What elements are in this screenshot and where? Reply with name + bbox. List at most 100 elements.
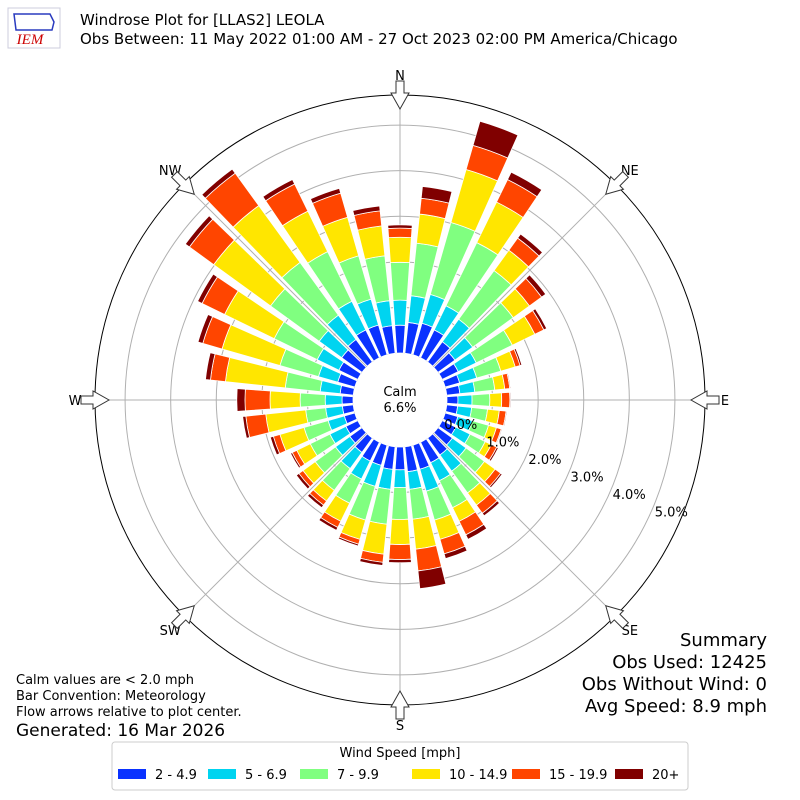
bar-segment	[184, 215, 214, 248]
bar-segment	[393, 469, 407, 488]
bar-segment	[443, 545, 468, 560]
flow-arrow	[170, 605, 195, 630]
bar-segment	[387, 227, 413, 239]
logo: IEM	[7, 7, 61, 49]
bar-segment	[472, 120, 519, 159]
bar-segment	[352, 205, 381, 217]
r-tick-label: 3.0%	[571, 470, 604, 485]
bar-segment	[309, 187, 342, 204]
compass-label: N	[395, 69, 405, 84]
bar-segment	[205, 352, 216, 381]
flow-arrow-shape	[390, 689, 410, 720]
bar-segment	[532, 308, 548, 331]
bar-segment	[506, 171, 543, 198]
bar-segment	[341, 395, 354, 405]
bar-segment	[197, 313, 214, 344]
bar-segment	[446, 395, 459, 405]
bar-segment	[471, 393, 491, 407]
grid-spoke	[183, 183, 368, 368]
chart-subtitle: Obs Between: 11 May 2022 01:00 AM - 27 O…	[80, 30, 678, 48]
bar-segment	[394, 446, 406, 471]
flow-arrow	[390, 80, 410, 111]
r-tick-label: 0.0%	[444, 418, 477, 433]
flow-arrow-shape	[390, 80, 410, 111]
chart-title: Windrose Plot for [LLAS2] LEOLA	[80, 11, 325, 29]
grid-spoke	[432, 183, 617, 368]
bar-segment	[387, 224, 413, 229]
grid-spoke	[183, 432, 368, 617]
bar-segment	[513, 347, 523, 367]
r-tick-label: 2.0%	[528, 453, 561, 468]
bar-segment	[337, 536, 360, 547]
bar-segment	[388, 543, 412, 560]
bar-segment	[488, 472, 503, 489]
bar-segment	[488, 446, 499, 462]
generated: Generated: 16 Mar 2026	[16, 721, 225, 741]
flow-arrow	[170, 170, 195, 195]
summary-line: Obs Without Wind: 0	[582, 674, 767, 695]
legend-label: 7 - 9.9	[337, 768, 379, 783]
compass-label: SW	[160, 624, 181, 639]
bar-segment	[394, 324, 406, 354]
bar-segment	[489, 392, 503, 408]
legend-label: 5 - 6.9	[245, 768, 287, 783]
flow-arrow-shape	[605, 170, 630, 195]
r-tick-label: 4.0%	[613, 488, 646, 503]
bar-segment	[525, 274, 547, 298]
bar-segment	[517, 233, 544, 257]
legend-label: 15 - 19.9	[549, 768, 607, 783]
note: Bar Convention: Meteorology	[16, 689, 206, 704]
flow-arrow	[689, 390, 720, 410]
note: Flow arrows relative to plot center.	[16, 705, 242, 720]
calm-label: Calm	[383, 385, 416, 400]
bar-segment	[269, 390, 301, 410]
bar-segment	[506, 372, 512, 389]
summary-line: Avg Speed: 8.9 mph	[585, 696, 767, 717]
bar-segment	[465, 523, 488, 540]
legend-label: 2 - 4.9	[155, 768, 197, 783]
r-tick-label: 1.0%	[486, 436, 519, 451]
bar-segment	[389, 261, 411, 301]
legend-swatch	[615, 769, 643, 779]
calm-value: 6.6%	[383, 401, 416, 416]
bar-segment	[388, 236, 412, 264]
bar-segment	[392, 299, 408, 326]
legend-swatch	[512, 769, 540, 779]
bar-segment	[501, 391, 511, 409]
bar-segment	[299, 392, 326, 408]
bar-segment	[391, 486, 409, 520]
bar-segment	[290, 452, 302, 469]
compass-label: W	[69, 394, 82, 409]
flow-arrow-shape	[170, 170, 195, 195]
bar-segment	[244, 388, 271, 412]
bar-segment	[262, 179, 296, 202]
legend-swatch	[300, 769, 328, 779]
bar-segment	[495, 428, 503, 444]
legend-label: 10 - 14.9	[449, 768, 507, 783]
flow-arrow	[390, 689, 410, 720]
bar-segment	[201, 168, 236, 199]
r-tick-label: 5.0%	[655, 505, 688, 520]
legend-title: Wind Speed [mph]	[340, 746, 461, 761]
summary-line: Summary	[680, 630, 767, 651]
logo-text: IEM	[16, 32, 45, 48]
bar-segment	[359, 557, 384, 566]
compass-label: E	[721, 394, 729, 409]
legend-swatch	[412, 769, 440, 779]
legend-swatch	[208, 769, 236, 779]
flow-arrow-shape	[605, 605, 630, 630]
flow-arrow-shape	[689, 390, 720, 410]
bar-segment	[509, 391, 512, 409]
flow-arrow	[80, 390, 111, 410]
bar-segment	[417, 566, 447, 590]
calm-circle	[353, 353, 447, 447]
bar-segment	[457, 394, 473, 406]
bar-segment	[242, 415, 251, 439]
grid-spoke	[432, 432, 617, 617]
bar-segment	[295, 472, 311, 490]
bar-segment	[388, 558, 412, 564]
flow-arrow	[605, 170, 630, 195]
compass-label: SE	[622, 624, 638, 639]
bar-segment	[324, 394, 343, 406]
